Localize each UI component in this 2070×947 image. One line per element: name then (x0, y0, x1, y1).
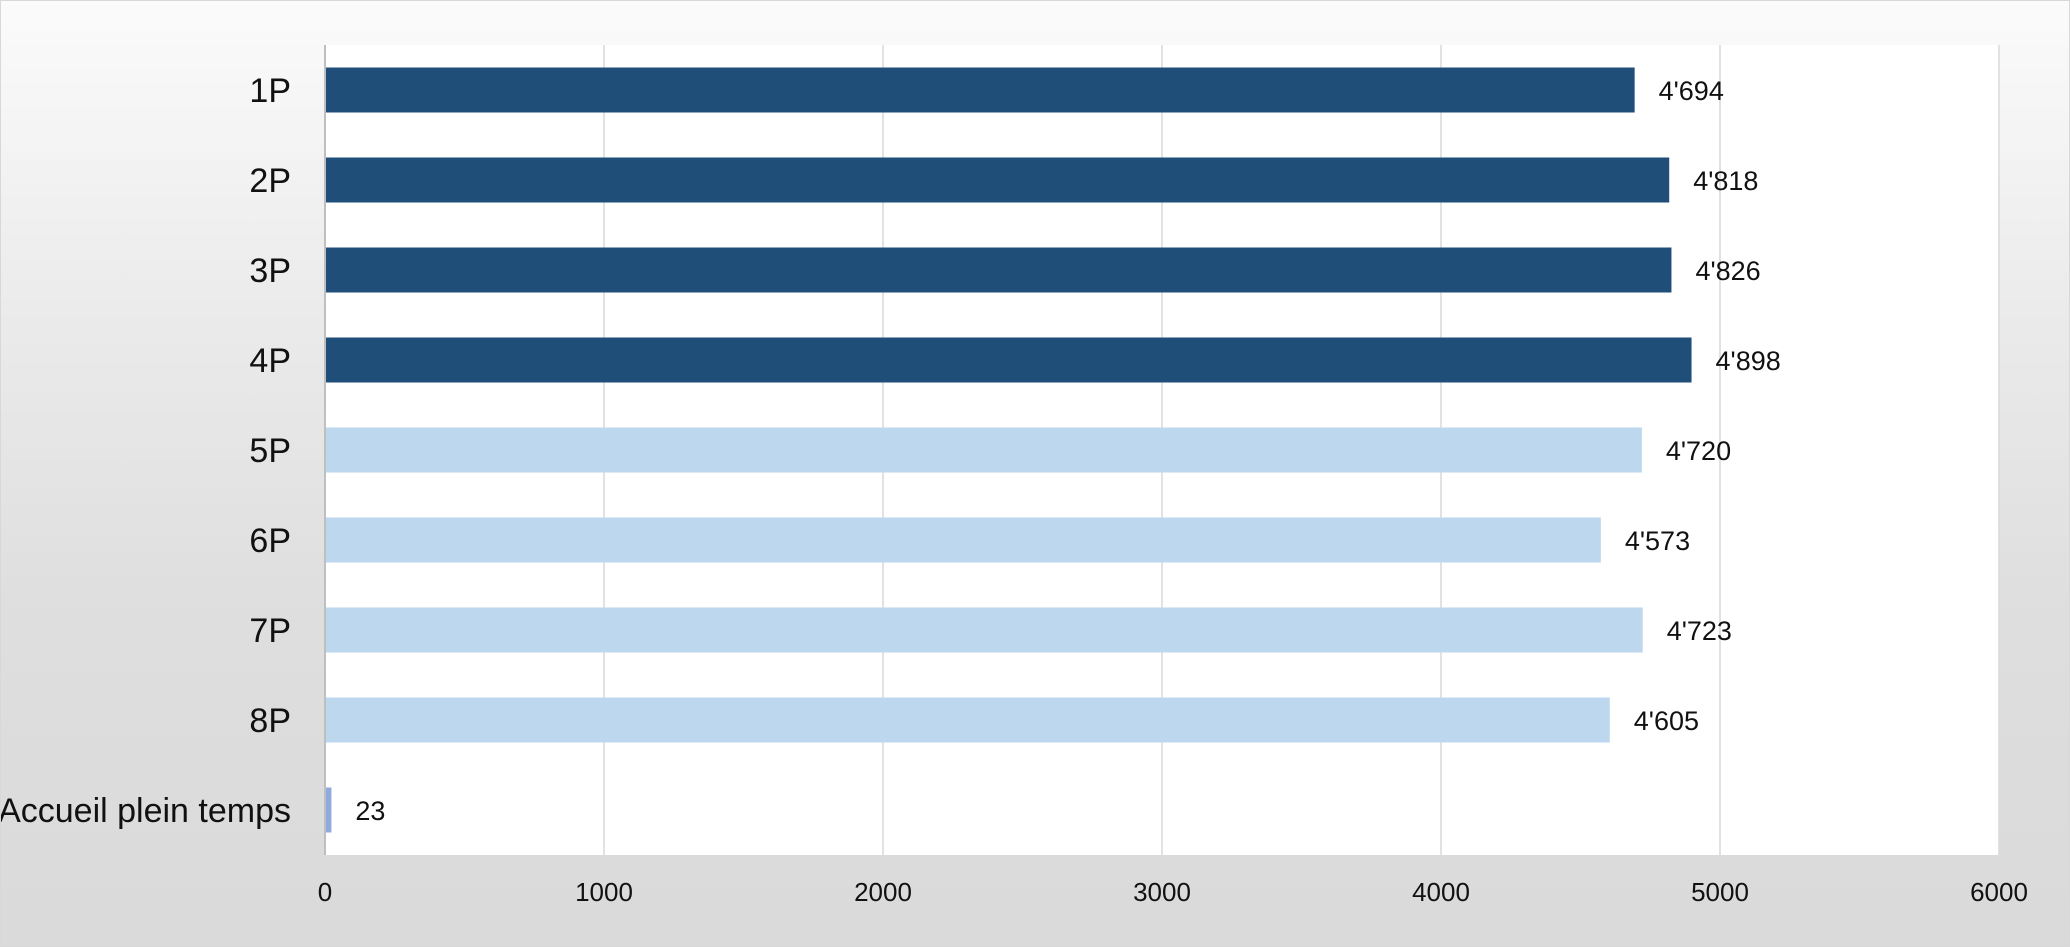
data-label: 23 (355, 796, 385, 826)
bar (326, 247, 1672, 293)
x-tick-label: 5000 (1691, 877, 1749, 907)
data-label: 4'605 (1634, 706, 1699, 736)
category-label: 4P (249, 342, 291, 380)
bar (326, 697, 1610, 743)
x-tick-label: 0 (318, 877, 332, 907)
bar (326, 427, 1642, 473)
category-label: 3P (249, 252, 291, 290)
category-label: 8P (249, 702, 291, 740)
x-tick-label: 3000 (1133, 877, 1191, 907)
bars (326, 67, 1692, 833)
data-labels: 4'694 4'818 4'826 4'898 4'720 4'573 4'723 4'605… (355, 76, 1780, 826)
category-label: 5P (249, 432, 291, 470)
bar (326, 337, 1692, 383)
data-label: 4'826 (1695, 256, 1760, 286)
data-label: 4'694 (1659, 76, 1724, 106)
data-label: 4'720 (1666, 436, 1731, 466)
x-tick-label: 6000 (1970, 877, 2028, 907)
data-label: 4'818 (1693, 166, 1758, 196)
bar (326, 787, 332, 833)
bar (326, 517, 1601, 563)
bar (326, 607, 1643, 653)
data-label: 4'898 (1716, 346, 1781, 376)
data-label: 4'573 (1625, 526, 1690, 556)
category-label: 6P (249, 522, 291, 560)
category-label: 1P (249, 72, 291, 110)
category-label: 7P (249, 612, 291, 650)
category-label: 2P (249, 162, 291, 200)
x-tick-label: 1000 (575, 877, 633, 907)
x-tick-label: 2000 (854, 877, 912, 907)
category-labels: 1P 2P 3P 4P 5P 6P 7P 8P Accueil plein temps (1, 72, 291, 830)
bar (326, 67, 1635, 113)
category-label: Accueil plein temps (1, 792, 291, 830)
bar (326, 157, 1670, 203)
data-label: 4'723 (1667, 616, 1732, 646)
x-tick-label: 4000 (1412, 877, 1470, 907)
x-tick-labels: 0 1000 2000 3000 4000 5000 6000 (318, 877, 2028, 907)
